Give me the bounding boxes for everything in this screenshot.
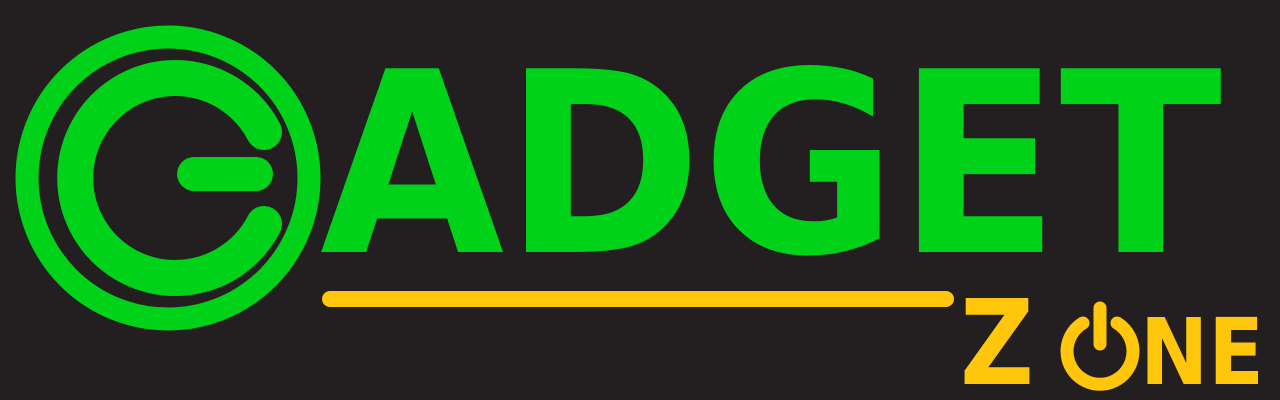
wordmark: ADGET — [320, 19, 1222, 312]
power-icon — [1060, 301, 1140, 391]
sub-wordmark-letters-ne: NE — [1140, 299, 1264, 400]
sub-wordmark-letter-z: Z — [960, 274, 1034, 400]
sub-wordmark: Z NE — [960, 274, 1264, 400]
sub-wordmark-letter-n: N — [1140, 299, 1208, 400]
power-icon-ring — [1060, 316, 1140, 391]
emblem-g-arc — [57, 60, 282, 296]
sub-wordmark-letter-e: E — [1208, 299, 1264, 400]
emblem-outer-ring — [15, 25, 321, 331]
g-circle-emblem-icon — [15, 25, 321, 331]
